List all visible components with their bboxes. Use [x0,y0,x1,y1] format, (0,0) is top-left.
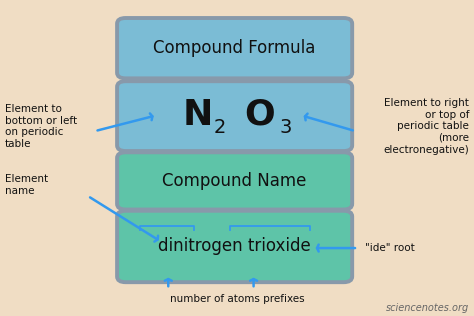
Text: 2: 2 [213,118,226,137]
Text: Element
name: Element name [5,174,48,196]
Text: "ide" root: "ide" root [365,243,415,253]
Text: dinitrogen trioxide: dinitrogen trioxide [158,238,311,255]
Text: N: N [183,98,213,131]
FancyBboxPatch shape [117,152,352,210]
Text: 3: 3 [280,118,292,137]
FancyBboxPatch shape [117,211,352,282]
Text: O: O [244,98,275,131]
Text: number of atoms prefixes: number of atoms prefixes [170,294,304,304]
FancyBboxPatch shape [117,18,352,78]
Text: Element to right
or top of
periodic table
(more
electronegative): Element to right or top of periodic tabl… [383,98,469,155]
Text: sciencenotes.org: sciencenotes.org [386,303,469,313]
Text: Compound Formula: Compound Formula [154,39,316,57]
Text: Compound Name: Compound Name [163,172,307,190]
Text: Element to
bottom or left
on periodic
table: Element to bottom or left on periodic ta… [5,104,77,149]
FancyBboxPatch shape [117,81,352,151]
